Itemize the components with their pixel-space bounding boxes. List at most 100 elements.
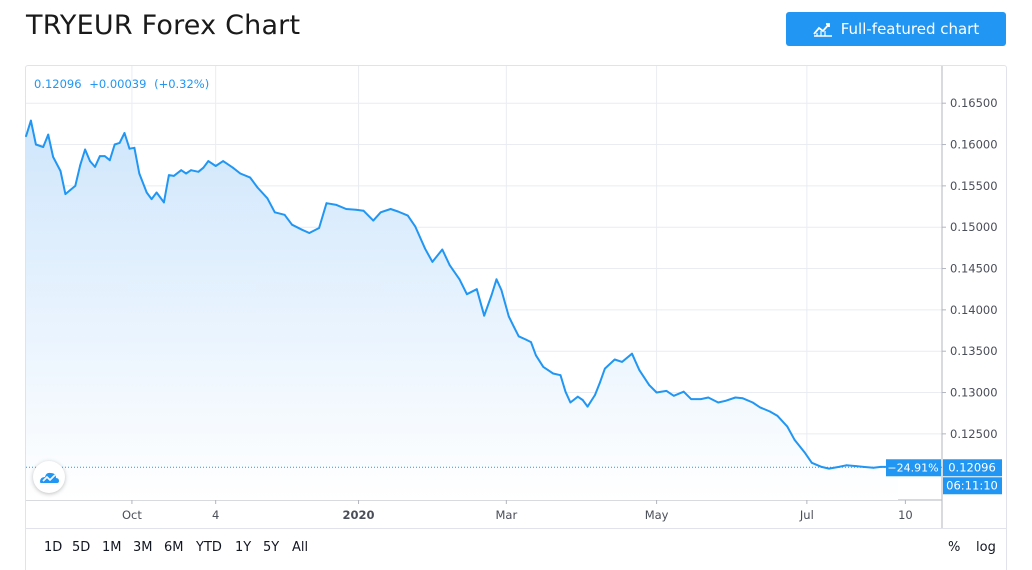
price-point xyxy=(52,156,54,158)
price-point xyxy=(308,232,311,234)
price-point xyxy=(190,169,192,172)
price-point xyxy=(803,451,806,453)
x-tick-label: Oct xyxy=(122,508,142,522)
price-point xyxy=(542,366,545,368)
price-point xyxy=(828,467,830,470)
y-tick-label: 0.16000 xyxy=(950,138,998,152)
price-point xyxy=(222,160,225,163)
price-point xyxy=(397,210,399,213)
x-tick-label: 2020 xyxy=(343,508,375,522)
price-point xyxy=(724,399,727,402)
price-chart[interactable]: 0.16500 0.16000 0.15500 0.15000 0.14500 0.140… xyxy=(0,0,1032,528)
price-point xyxy=(655,391,658,394)
price-point xyxy=(631,352,633,355)
x-tick-label: Mar xyxy=(495,508,517,522)
price-point xyxy=(525,338,527,341)
range-button-ytd[interactable]: YTD xyxy=(196,540,222,555)
price-point xyxy=(35,143,37,146)
price-point xyxy=(466,293,468,296)
price-point xyxy=(424,247,426,250)
price-point xyxy=(379,211,382,214)
y-tick-label: 0.15000 xyxy=(950,220,998,234)
price-point xyxy=(564,390,567,393)
chart-frame xyxy=(25,65,1007,570)
price-point xyxy=(69,189,72,191)
price-point xyxy=(759,406,761,409)
range-button-3m[interactable]: 3M xyxy=(133,540,153,555)
price-point xyxy=(172,175,175,177)
price-point xyxy=(441,248,444,251)
tradingview-logo-icon[interactable] xyxy=(33,461,65,493)
range-button-1d[interactable]: 1D xyxy=(44,540,63,555)
range-button-all[interactable]: All xyxy=(292,540,309,555)
price-point xyxy=(700,398,702,400)
x-tick-label: 4 xyxy=(212,508,219,522)
price-point xyxy=(266,197,269,200)
price-point xyxy=(64,193,67,196)
price-point xyxy=(118,142,121,144)
price-point xyxy=(581,399,584,401)
price-point xyxy=(128,147,131,150)
range-button-1m[interactable]: 1M xyxy=(102,540,122,555)
price-point xyxy=(769,410,771,413)
y-tick-label: 0.13500 xyxy=(950,344,998,358)
price-point xyxy=(507,315,510,318)
page-title: TRYEUR Forex Chart xyxy=(26,10,301,41)
price-point xyxy=(793,438,796,441)
price-point xyxy=(576,395,579,398)
price-point xyxy=(362,209,365,212)
price-point xyxy=(325,202,328,205)
price-point xyxy=(74,185,77,187)
range-button-6m[interactable]: 6M xyxy=(164,540,184,555)
price-point xyxy=(448,264,451,267)
price-point xyxy=(155,191,158,194)
price-point xyxy=(604,367,606,370)
price-point xyxy=(185,172,188,175)
price-point xyxy=(99,155,101,158)
price-point xyxy=(569,401,572,404)
legend-change-pct: (+0.32%) xyxy=(154,77,210,91)
range-button-5y[interactable]: 5Y xyxy=(263,540,280,555)
price-point xyxy=(552,372,554,375)
price-point xyxy=(113,143,116,146)
price-point xyxy=(318,227,320,229)
change-badge-label: −24.91% xyxy=(887,461,938,474)
range-button-1y[interactable]: 1Y xyxy=(235,540,252,555)
tradingview-cloud-icon xyxy=(40,472,59,483)
price-point xyxy=(301,228,303,231)
legend-change: +0.00039 xyxy=(89,77,147,91)
change-badge xyxy=(886,459,941,477)
y-tick-label: 0.14000 xyxy=(950,303,998,317)
log-scale-button[interactable]: log xyxy=(976,540,996,555)
price-point xyxy=(495,278,498,281)
price-point xyxy=(855,465,857,467)
price-point xyxy=(389,208,392,210)
price-point xyxy=(741,397,744,400)
price-point xyxy=(734,396,737,399)
price-area xyxy=(26,120,898,500)
price-point xyxy=(79,164,82,167)
range-button-5d[interactable]: 5D xyxy=(72,540,91,555)
price-point xyxy=(47,133,50,136)
percent-scale-button[interactable]: % xyxy=(948,540,961,555)
price-point xyxy=(283,213,286,216)
price-point xyxy=(621,361,623,363)
price-point xyxy=(535,354,537,357)
price-point xyxy=(256,186,259,189)
price-point xyxy=(94,166,96,168)
price-point xyxy=(594,394,596,396)
price-point xyxy=(517,335,520,338)
price-point xyxy=(249,176,252,179)
full-featured-chart-button[interactable]: Full-featured chart xyxy=(786,12,1006,46)
y-tick-label: 0.12500 xyxy=(950,427,998,441)
legend-price: 0.12096 xyxy=(34,77,82,91)
full-featured-chart-label: Full-featured chart xyxy=(840,20,980,38)
price-point xyxy=(145,191,148,194)
price-point xyxy=(138,172,141,175)
y-tick-label: 0.13000 xyxy=(950,386,998,400)
price-point xyxy=(776,414,779,417)
price-point xyxy=(672,394,675,397)
price-point xyxy=(599,381,601,384)
price-point xyxy=(42,146,45,148)
price-point xyxy=(150,198,153,201)
